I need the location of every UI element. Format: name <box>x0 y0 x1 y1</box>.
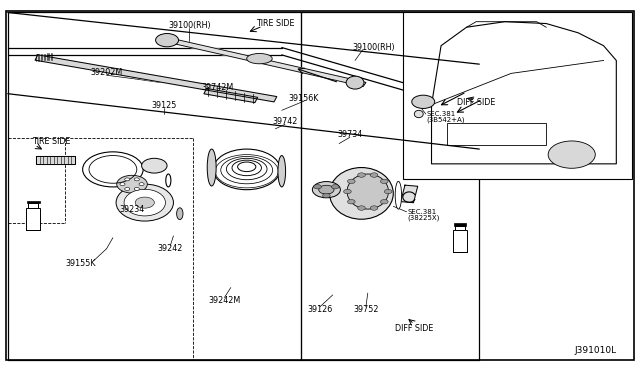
Circle shape <box>314 185 321 189</box>
Circle shape <box>358 206 365 210</box>
Ellipse shape <box>346 76 364 89</box>
Circle shape <box>135 197 154 208</box>
Circle shape <box>125 178 130 181</box>
Text: 39742M: 39742M <box>202 83 234 92</box>
Text: (3B542+A): (3B542+A) <box>426 116 465 123</box>
Text: DIFF SIDE: DIFF SIDE <box>395 324 433 333</box>
Polygon shape <box>35 55 276 102</box>
Circle shape <box>323 193 330 198</box>
Polygon shape <box>204 89 258 103</box>
Ellipse shape <box>213 149 280 190</box>
Circle shape <box>348 199 355 204</box>
Text: 39100(RH): 39100(RH) <box>353 43 396 52</box>
Text: 39155K: 39155K <box>66 259 96 268</box>
Bar <box>403 13 632 179</box>
Circle shape <box>348 179 355 183</box>
Text: TIRE SIDE: TIRE SIDE <box>32 137 70 146</box>
Text: 39156K: 39156K <box>289 94 319 103</box>
Text: SEC.381: SEC.381 <box>426 111 456 117</box>
Ellipse shape <box>347 174 388 209</box>
Circle shape <box>120 183 125 186</box>
Ellipse shape <box>414 110 423 118</box>
Text: (38225X): (38225X) <box>407 214 440 221</box>
Text: SEC.381: SEC.381 <box>407 209 436 215</box>
Circle shape <box>312 182 340 198</box>
Text: TIRE SIDE: TIRE SIDE <box>256 19 294 28</box>
Bar <box>447 123 546 145</box>
Circle shape <box>134 178 140 181</box>
Circle shape <box>344 189 351 194</box>
Bar <box>454 223 467 225</box>
Text: 39752: 39752 <box>353 305 379 314</box>
Circle shape <box>358 173 365 177</box>
Bar <box>453 230 467 252</box>
Ellipse shape <box>278 155 285 187</box>
Text: J391010L: J391010L <box>574 346 616 355</box>
Circle shape <box>139 183 144 186</box>
Text: 39126: 39126 <box>307 305 333 314</box>
Circle shape <box>380 199 388 204</box>
Bar <box>28 203 38 208</box>
Text: 39202M: 39202M <box>90 68 123 77</box>
Ellipse shape <box>177 208 183 219</box>
Circle shape <box>371 173 378 177</box>
Text: 39100(RH): 39100(RH) <box>168 21 211 30</box>
Polygon shape <box>36 156 75 164</box>
Text: 39125: 39125 <box>151 101 177 110</box>
Text: 39242M: 39242M <box>208 296 241 305</box>
Text: 39734: 39734 <box>337 130 363 139</box>
Text: 39742: 39742 <box>272 117 298 126</box>
Bar <box>26 208 40 230</box>
Circle shape <box>371 206 378 210</box>
Ellipse shape <box>124 189 166 216</box>
Circle shape <box>380 179 388 183</box>
Circle shape <box>548 141 595 168</box>
Ellipse shape <box>395 182 401 209</box>
Bar <box>27 201 40 203</box>
Text: 39242: 39242 <box>157 244 183 253</box>
Ellipse shape <box>207 149 216 186</box>
Ellipse shape <box>116 175 147 193</box>
Ellipse shape <box>330 167 394 219</box>
Circle shape <box>412 95 435 109</box>
Polygon shape <box>401 185 418 203</box>
Bar <box>455 225 465 230</box>
Circle shape <box>319 185 334 194</box>
Circle shape <box>385 189 392 194</box>
Ellipse shape <box>246 54 272 64</box>
Circle shape <box>156 33 179 47</box>
Circle shape <box>125 187 130 190</box>
Ellipse shape <box>116 184 173 221</box>
Circle shape <box>134 187 140 190</box>
Ellipse shape <box>141 158 167 173</box>
Text: 39234: 39234 <box>120 205 145 215</box>
Text: DIFF SIDE: DIFF SIDE <box>457 99 495 108</box>
Ellipse shape <box>83 152 143 187</box>
Polygon shape <box>159 36 366 87</box>
Circle shape <box>332 185 339 189</box>
